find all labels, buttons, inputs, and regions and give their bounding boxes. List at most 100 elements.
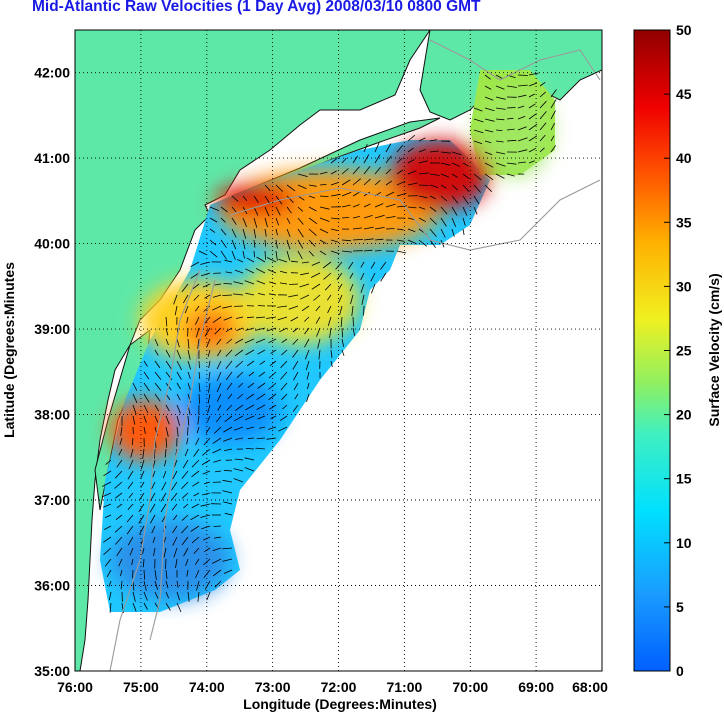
velocity-arrow — [360, 261, 365, 268]
velocity-arrow — [131, 558, 134, 566]
velocity-arrow — [126, 514, 134, 523]
velocity-arrow — [103, 547, 112, 555]
velocity-arrow — [245, 415, 255, 421]
velocity-arrow — [215, 415, 222, 423]
velocity-arrow — [203, 305, 211, 312]
velocity-arrow — [191, 503, 200, 509]
velocity-arrow — [206, 591, 211, 601]
velocity-arrow — [196, 580, 200, 591]
velocity-arrow — [165, 591, 170, 599]
velocity-arrow — [217, 404, 222, 411]
velocity-arrow — [176, 338, 180, 348]
velocity-arrow — [407, 217, 415, 220]
velocity-arrow — [484, 173, 494, 181]
velocity-arrow — [143, 602, 148, 610]
velocity-arrow — [195, 437, 200, 446]
velocity-arrow — [162, 470, 167, 479]
velocity-arrow — [223, 501, 233, 505]
velocity-arrow — [202, 470, 211, 475]
velocity-arrow — [385, 216, 396, 219]
velocity-arrow — [385, 155, 392, 164]
velocity-arrow — [292, 404, 299, 412]
velocity-arrow — [234, 349, 244, 357]
velocity-arrow — [143, 360, 148, 367]
velocity-arrow — [319, 195, 329, 197]
velocity-arrow — [103, 503, 112, 508]
velocity-arrow — [268, 338, 277, 344]
velocity-arrow — [280, 382, 288, 391]
velocity-arrow — [275, 184, 284, 192]
velocity-arrow — [286, 228, 291, 238]
velocity-arrow — [407, 134, 416, 142]
velocity-arrow — [195, 316, 200, 325]
velocity-field — [100, 70, 557, 613]
velocity-arrow — [517, 94, 527, 98]
velocity-arrow — [176, 371, 182, 380]
velocity-arrow — [300, 294, 310, 300]
velocity-arrow — [127, 470, 134, 480]
velocity-arrow — [341, 179, 351, 186]
velocity-arrow — [484, 85, 492, 90]
velocity-arrow — [196, 426, 200, 434]
velocity-arrow — [181, 481, 189, 490]
velocity-arrow — [330, 158, 338, 164]
velocity-arrow — [214, 580, 222, 588]
velocity-arrow — [308, 184, 317, 187]
velocity-arrow — [149, 503, 156, 513]
velocity-arrow — [352, 204, 360, 208]
velocity-arrow — [101, 492, 112, 498]
velocity-arrow — [341, 191, 352, 197]
velocity-arrow — [244, 467, 255, 472]
velocity-arrow — [396, 180, 406, 186]
colorbar-tick: 0 — [676, 663, 684, 679]
velocity-arrow — [279, 282, 288, 285]
velocity-arrow — [418, 206, 426, 210]
velocity-arrow — [176, 415, 180, 426]
velocity-arrow — [115, 514, 123, 521]
velocity-arrow — [140, 459, 145, 470]
velocity-arrow — [429, 139, 438, 142]
velocity-arrow — [164, 459, 167, 467]
colorbar-tick: 50 — [676, 22, 692, 38]
velocity-arrow — [341, 157, 347, 164]
velocity-arrow — [245, 349, 255, 356]
velocity-arrow — [234, 415, 244, 422]
velocity-arrow — [154, 404, 159, 412]
velocity-arrow — [495, 173, 505, 179]
velocity-arrow — [204, 547, 211, 553]
velocity-arrow — [165, 602, 171, 611]
velocity-arrow — [462, 217, 466, 226]
velocity-arrow — [225, 271, 233, 274]
velocity-arrow — [236, 393, 244, 400]
velocity-arrow — [297, 228, 304, 238]
velocity-arrow — [183, 547, 189, 557]
land-mass — [75, 30, 431, 671]
velocity-arrow — [293, 371, 299, 381]
velocity-arrow — [187, 349, 191, 360]
velocity-arrow — [197, 415, 200, 425]
velocity-arrow — [341, 250, 352, 253]
velocity-arrow — [187, 591, 190, 602]
velocity-arrow — [275, 217, 279, 226]
velocity-arrow — [407, 147, 414, 153]
velocity-arrow — [506, 117, 514, 120]
velocity-arrow — [361, 294, 365, 305]
velocity-arrow — [187, 360, 192, 370]
x-tick: 68:00 — [572, 679, 608, 695]
velocity-arrow — [297, 239, 304, 249]
velocity-arrow — [202, 448, 211, 456]
velocity-arrow — [151, 525, 156, 534]
velocity-arrow — [280, 371, 288, 380]
velocity-arrow — [127, 481, 134, 489]
velocity-arrow — [165, 415, 170, 425]
velocity-arrow — [264, 239, 266, 247]
velocity-arrow — [253, 217, 258, 228]
velocity-arrow — [484, 96, 494, 101]
velocity-arrow — [306, 371, 310, 380]
velocity-arrow — [429, 217, 437, 225]
velocity-arrow — [257, 415, 266, 420]
velocity-arrow — [264, 228, 267, 237]
velocity-arrow — [242, 239, 246, 250]
velocity-arrow — [233, 468, 244, 472]
velocity-arrow — [216, 338, 222, 345]
